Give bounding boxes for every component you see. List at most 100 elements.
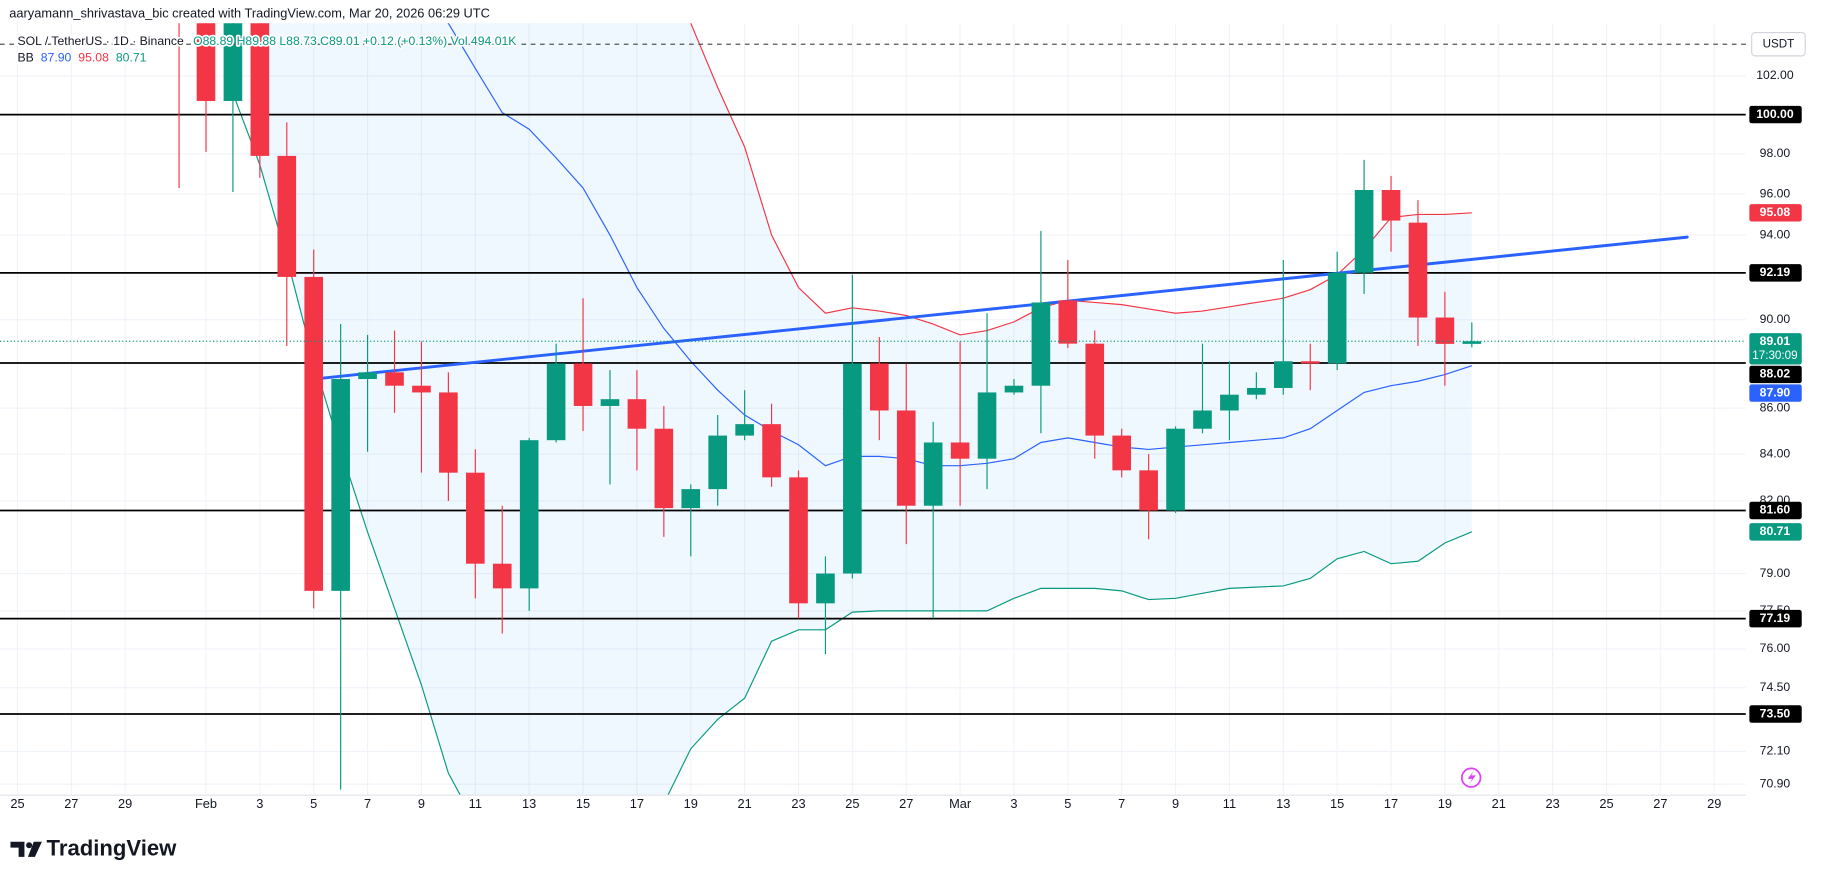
price-axis: 102.0098.0096.0094.0090.0086.0084.0082.0… <box>1756 68 1794 790</box>
candle-body <box>196 23 216 101</box>
candle-body <box>762 424 781 478</box>
x-tick-label: 3 <box>256 796 263 811</box>
candle-body <box>1435 317 1455 344</box>
candle-body <box>1247 387 1266 395</box>
candle-body <box>412 385 431 393</box>
x-tick-label: 9 <box>418 796 425 811</box>
x-tick-label: 9 <box>1172 796 1179 811</box>
y-tick-label: 79.00 <box>1760 566 1791 580</box>
x-tick-label: 21 <box>1492 796 1506 811</box>
price-box-label: 17:30:09 <box>1752 349 1797 362</box>
candle-body <box>681 489 701 509</box>
y-tick-label: 90.00 <box>1760 312 1791 326</box>
candle-body <box>519 440 539 589</box>
candle-body <box>277 155 297 277</box>
x-tick-label: 13 <box>522 796 536 811</box>
candle-body <box>950 442 970 459</box>
candle-body <box>627 399 647 429</box>
candle-body <box>735 424 754 436</box>
currency[interactable]: USDT <box>1763 37 1795 50</box>
y-tick-label: 70.90 <box>1760 776 1791 790</box>
price-box-label: 87.90 <box>1760 385 1791 399</box>
candle-body <box>1327 272 1347 364</box>
x-tick-label: 17 <box>1384 796 1398 811</box>
alert-icon[interactable] <box>1460 767 1482 788</box>
candle-body <box>466 472 485 564</box>
x-tick-label: 7 <box>1118 796 1125 811</box>
candle-body <box>1031 302 1051 386</box>
candle-body <box>654 428 674 509</box>
price-box-label: 89.01 <box>1760 334 1791 348</box>
candle-body <box>385 372 404 386</box>
candle-body <box>1004 385 1024 393</box>
x-tick-label: 23 <box>791 796 805 811</box>
candle-body <box>1112 435 1132 471</box>
y-tick-label: 96.00 <box>1760 186 1791 200</box>
candle-body <box>439 392 458 473</box>
alert-circle[interactable] <box>1460 767 1482 788</box>
candle-body <box>1354 189 1374 273</box>
candle-body <box>1166 428 1185 511</box>
price-box <box>1749 365 1802 384</box>
x-tick-label: 29 <box>1707 796 1721 811</box>
x-tick-label: Mar <box>949 796 972 811</box>
price-box <box>1749 705 1802 723</box>
x-tick-label: 25 <box>845 796 859 811</box>
trend-line <box>312 235 1689 381</box>
y-tick-label: 102.00 <box>1756 68 1794 82</box>
indicator-value: 87.90 <box>41 50 72 64</box>
x-tick-label: 27 <box>899 796 913 811</box>
overlay: 100.0095.0892.1989.0117:30:0988.0287.908… <box>16 32 1802 723</box>
indicator-value: 80.71 <box>116 50 147 64</box>
candle-body <box>250 23 270 156</box>
x-tick-label: 25 <box>1599 796 1613 811</box>
x-tick-label: 21 <box>738 796 752 811</box>
brand: TradingView <box>47 836 178 861</box>
ohlc-legend: O88.89 H89.88 L88.73 C89.01 +0.12 (+0.13… <box>193 34 517 48</box>
candle-body <box>869 363 889 411</box>
symbol-title: SOL / TetherUS · 1D · Binance <box>17 34 184 48</box>
price-box <box>1749 384 1802 402</box>
plot-area <box>0 23 1746 796</box>
logo-mark <box>27 841 42 857</box>
bb-line <box>232 93 1473 796</box>
y-tick-label: 72.10 <box>1760 744 1791 758</box>
price-box-label: 77.19 <box>1760 611 1791 625</box>
candle-body <box>816 573 835 604</box>
candle-body <box>1085 343 1105 436</box>
candle-body <box>1139 470 1158 511</box>
x-tick-label: Feb <box>195 796 217 811</box>
y-tick-label: 98.00 <box>1760 146 1791 160</box>
price-box <box>1749 333 1802 365</box>
y-tick-label: 84.00 <box>1760 446 1791 460</box>
x-tick-label: 27 <box>64 796 78 811</box>
x-tick-label: 29 <box>118 796 132 811</box>
candle-body <box>1300 361 1320 364</box>
candle-body <box>977 392 997 459</box>
x-tick-label: 5 <box>310 796 317 811</box>
y-tick-label: 86.00 <box>1760 400 1791 414</box>
logo-mark <box>10 841 25 857</box>
candle-body <box>1462 341 1482 344</box>
candle-body <box>1381 189 1401 221</box>
candle-body <box>843 363 862 574</box>
x-tick-label: 23 <box>1546 796 1560 811</box>
price-box <box>1749 609 1802 628</box>
y-tick-label: 76.00 <box>1760 641 1791 655</box>
x-tick-label: 5 <box>1064 796 1071 811</box>
candle-body <box>304 276 324 591</box>
currency-box[interactable] <box>1751 32 1806 57</box>
alert-bolt[interactable] <box>1467 770 1476 785</box>
x-tick-label: 27 <box>1653 796 1667 811</box>
price-box <box>1749 105 1802 124</box>
price-box-label: 100.00 <box>1756 107 1794 121</box>
x-tick-label: 11 <box>469 796 482 811</box>
indicator-value: 95.08 <box>78 50 109 64</box>
price-box-label: 73.50 <box>1760 706 1791 720</box>
price-box <box>1749 501 1802 520</box>
price-box-label: 92.19 <box>1760 265 1791 279</box>
candle-body <box>223 23 243 101</box>
logo: TradingView <box>10 836 177 861</box>
candle-body <box>600 399 620 406</box>
